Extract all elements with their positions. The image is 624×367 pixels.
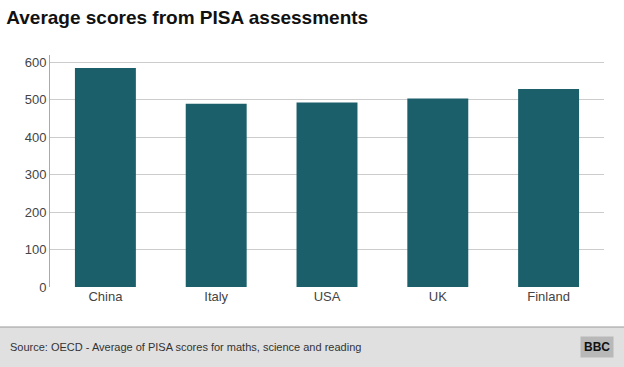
svg-text:Finland: Finland	[527, 289, 570, 304]
svg-text:300: 300	[25, 167, 47, 182]
svg-text:500: 500	[25, 92, 47, 107]
svg-text:Italy: Italy	[204, 289, 228, 304]
svg-text:Source: OECD - Average of PISA: Source: OECD - Average of PISA scores fo…	[10, 341, 361, 353]
svg-text:UK: UK	[429, 289, 447, 304]
svg-text:600: 600	[25, 55, 47, 70]
svg-text:China: China	[88, 289, 123, 304]
svg-text:USA: USA	[314, 289, 341, 304]
svg-text:200: 200	[25, 205, 47, 220]
svg-text:Average scores from PISA asses: Average scores from PISA assessments	[6, 7, 368, 28]
svg-text:100: 100	[25, 242, 47, 257]
svg-text:BBC: BBC	[584, 340, 610, 354]
svg-text:400: 400	[25, 130, 47, 145]
svg-text:0: 0	[39, 280, 46, 295]
